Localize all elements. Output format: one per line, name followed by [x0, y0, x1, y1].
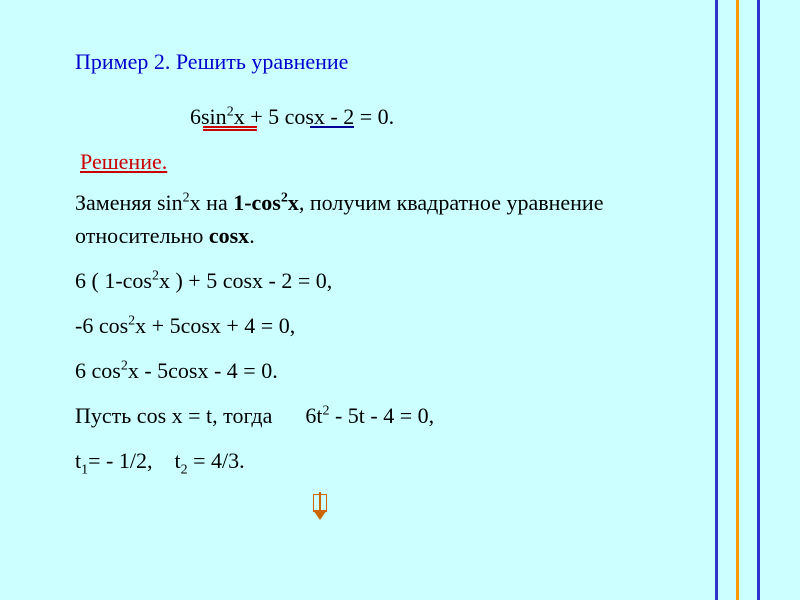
underline-sin-2 [203, 129, 257, 131]
step-4: Пусть cos x = t, тогда 6t2 - 5t - 4 = 0, [75, 399, 650, 432]
decorative-lines [715, 0, 760, 600]
step-1: 6 ( 1-cos2x ) + 5 cosx - 2 = 0, [75, 264, 650, 297]
example-title: Пример 2. Решить уравнение [75, 45, 650, 78]
explanation-paragraph: Заменяя sin2x на 1-cos2x, получим квадра… [75, 186, 650, 252]
title-text: Решить уравнение [170, 49, 348, 74]
step-5: t1= - 1/2, t2 = 4/3. [75, 444, 650, 480]
step-2: -6 cos2x + 5cosx + 4 = 0, [75, 309, 650, 342]
step-3: 6 cos2x - 5cosx - 4 = 0. [75, 354, 650, 387]
arrow-down-icon [310, 492, 330, 520]
underline-cos [310, 126, 354, 128]
underline-sin-1 [203, 126, 257, 128]
vertical-line-blue-1 [715, 0, 718, 600]
title-prefix: Пример 2. [75, 49, 170, 74]
vertical-line-blue-2 [757, 0, 760, 600]
vertical-line-orange [736, 0, 739, 600]
solution-label: Решение. [80, 145, 650, 178]
main-equation: 6sin2x + 5 cosx - 2 = 0. [190, 100, 650, 133]
